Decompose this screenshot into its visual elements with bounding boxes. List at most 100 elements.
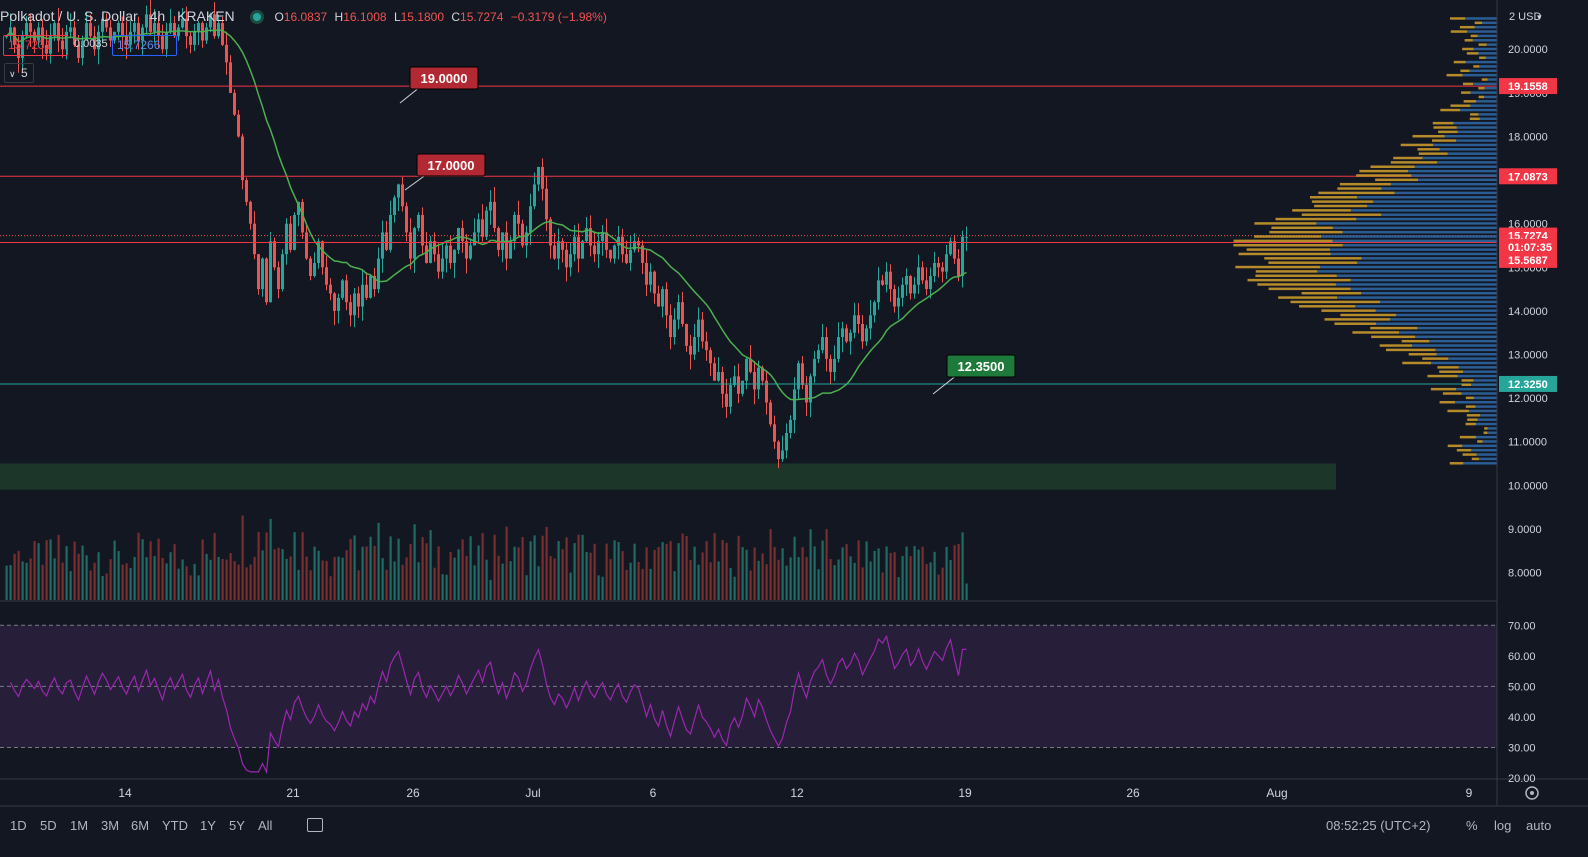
range-button-1y[interactable]: 1Y [200,818,216,833]
volume-profile-down [1465,17,1497,20]
candle [49,36,52,54]
range-button-ytd[interactable]: YTD [162,818,188,833]
price-axis-labels: 19.155817.087315.727401:07:3515.568712.3… [1499,78,1557,392]
volume-profile-down [1456,139,1497,142]
volume-bar [441,574,444,600]
volume-bar [625,569,628,600]
volume-bar [545,527,548,600]
settings-icon[interactable] [1525,786,1539,800]
candle [641,245,644,263]
candle [5,36,8,38]
candle [233,92,236,115]
volume-profile-up [1271,226,1333,230]
price-tick-label: 8.0000 [1508,568,1542,580]
calendar-icon[interactable] [307,818,323,832]
candle [485,210,488,237]
candle [161,36,164,50]
candle [53,23,56,37]
volume-profile-down [1317,270,1497,273]
volume-profile-up [1442,392,1462,395]
volume-profile-down [1477,34,1497,38]
volume-bar [805,557,808,600]
candle [637,241,640,246]
volume-bar [697,564,700,600]
candle [625,254,628,263]
volume-profile-down [1481,21,1497,25]
volume-profile-up [1466,52,1479,55]
candle [69,27,72,32]
interval[interactable]: 4h [149,8,166,24]
candle [633,241,636,250]
annotation-label[interactable]: 19.0000 [399,66,479,104]
volume-profile-down [1460,108,1497,112]
rsi-tick-label: 50.00 [1508,681,1536,693]
percent-toggle[interactable]: % [1466,818,1478,833]
volume-bar [677,543,680,600]
candle [589,228,592,246]
volume-profile-up [1393,156,1423,160]
volume-bar [397,538,400,600]
candle [393,197,396,215]
candle [917,267,920,285]
volume-bar [577,534,580,600]
candle [321,241,324,268]
symbol-name[interactable]: Polkadot / U. S. Dollar [0,8,138,24]
candle [781,450,784,460]
volume-profile-up [1264,257,1362,260]
annotation-pointer [932,374,958,395]
volume-profile-down [1471,383,1497,387]
candle [533,184,536,207]
candle [273,241,276,268]
log-toggle[interactable]: log [1494,818,1512,833]
candle [669,315,672,338]
annotation-label[interactable]: 17.0000 [404,153,486,191]
volume-bar [337,556,340,600]
candle [605,232,608,250]
volume-profile-down [1457,374,1497,378]
range-button-5y[interactable]: 5Y [229,818,245,833]
volume-profile-up [1238,252,1331,256]
range-button-1m[interactable]: 1M [70,818,89,833]
candle [437,254,440,272]
ask-price[interactable]: 15.7266 [112,35,177,56]
volume-bar [85,555,88,600]
volume-profile-down [1350,287,1497,291]
price-tick-label: 12.0000 [1508,393,1548,405]
volume-profile-up [1309,196,1358,199]
time-tick-label: 26 [1126,786,1140,800]
time-tick-label: 6 [650,786,657,800]
volume-bar [585,551,588,600]
volume-profile-down [1342,230,1497,234]
volume-profile-up [1401,339,1430,343]
volume-profile-down [1462,73,1497,77]
time-tick-label: 19 [958,786,972,800]
range-button-3m[interactable]: 3M [101,818,120,833]
candle [849,332,852,342]
candle [81,40,84,58]
volume-bar [617,542,620,600]
range-button-all[interactable]: All [258,818,273,833]
range-button-5d[interactable]: 5D [40,818,57,833]
range-button-1d[interactable]: 1D [10,818,27,833]
volume-bar [769,529,772,600]
volume-bar [485,559,488,600]
candle [365,284,368,298]
volume-bar [825,529,828,600]
indicators-toggle[interactable]: ∨ 5 [4,63,34,83]
rsi-tick-label: 60.00 [1508,651,1536,663]
candle [149,14,152,32]
currency-select[interactable] [1500,6,1547,26]
volume-bar [309,570,312,600]
volume-bar [857,540,860,600]
annotation-label[interactable]: 12.3500 [932,354,1016,395]
range-button-6m[interactable]: 6M [131,818,150,833]
volume-bar [157,538,160,600]
volume-profile-up [1462,453,1477,456]
bid-price[interactable]: 15.7231 [3,35,68,56]
volume-bar [681,533,684,600]
volume-bar [541,535,544,600]
auto-toggle[interactable]: auto [1526,818,1552,833]
annotation-box [946,354,1016,378]
candle [57,23,60,41]
